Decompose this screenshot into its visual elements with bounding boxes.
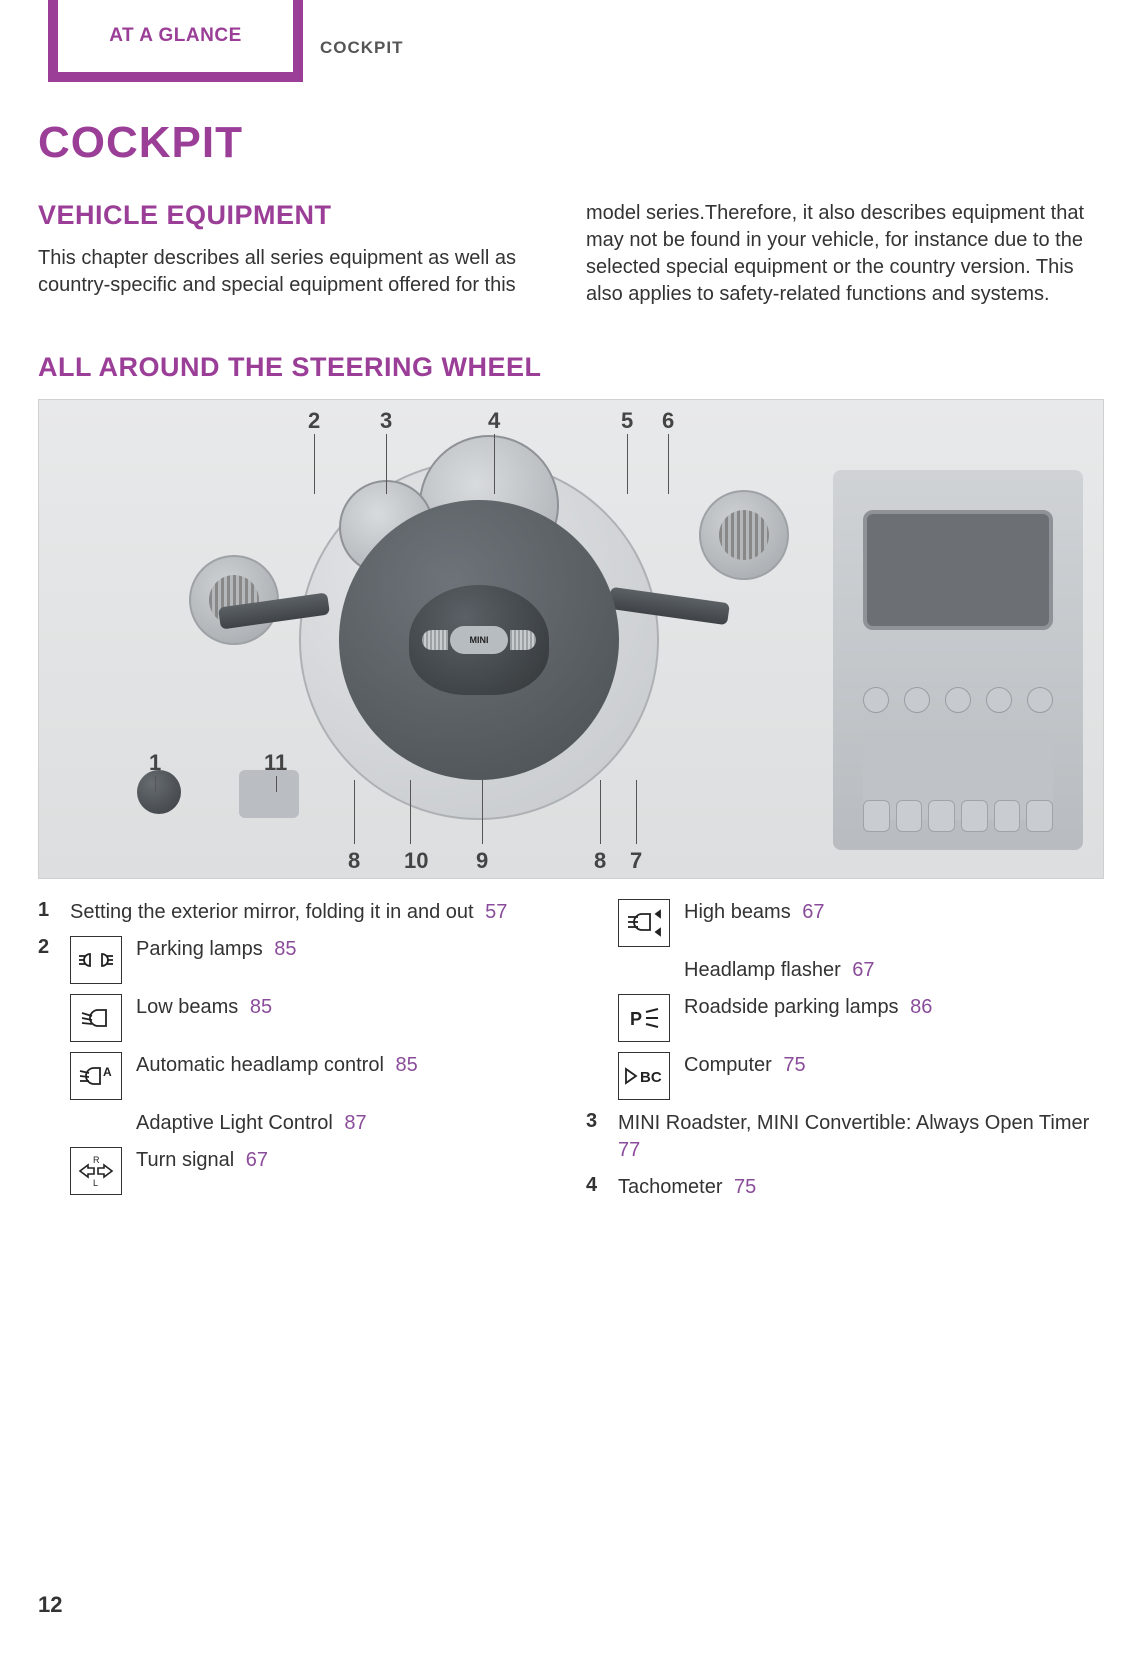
legend-text: MINI Roadster, MINI Convertible: Always … bbox=[618, 1110, 1104, 1164]
legend-text: Roadside parking lamps 86 bbox=[684, 994, 1104, 1021]
page-title: COCKPIT bbox=[38, 118, 243, 168]
svg-text:L: L bbox=[93, 1178, 98, 1188]
page-reference[interactable]: 86 bbox=[905, 996, 933, 1018]
legend-row: BC Computer 75 bbox=[586, 1052, 1104, 1100]
page-reference[interactable]: 57 bbox=[480, 901, 508, 923]
legend-text: Low beams 85 bbox=[136, 994, 556, 1021]
legend-text: Automatic headlamp control 85 bbox=[136, 1052, 556, 1079]
callout-line bbox=[314, 434, 315, 494]
low-beams-icon bbox=[70, 994, 122, 1042]
legend-text: Setting the exterior mirror, folding it … bbox=[70, 899, 556, 926]
page-reference[interactable]: 67 bbox=[847, 959, 875, 981]
legend-right-column: High beams 67 Headlamp flasher 67 P Roadsid… bbox=[586, 899, 1104, 1211]
page-reference[interactable]: 77 bbox=[618, 1139, 640, 1161]
callout-line bbox=[627, 434, 628, 494]
turn-signal-icon: RL bbox=[70, 1147, 122, 1195]
mirror-control-illustration bbox=[137, 770, 181, 814]
legend-row: Adaptive Light Control 87 bbox=[38, 1110, 556, 1137]
callout-number: 2 bbox=[308, 408, 320, 434]
callout-line bbox=[386, 434, 387, 494]
callout-number: 10 bbox=[404, 848, 428, 874]
svg-text:BC: BC bbox=[640, 1069, 662, 1086]
callout-line bbox=[482, 780, 483, 844]
mini-badge-illustration: MINI bbox=[450, 626, 508, 654]
legend-text: Adaptive Light Control 87 bbox=[136, 1110, 556, 1137]
page-reference[interactable]: 85 bbox=[269, 938, 297, 960]
legend-number: 1 bbox=[38, 899, 56, 922]
legend-text: Parking lamps 85 bbox=[136, 936, 556, 963]
callout-number: 4 bbox=[488, 408, 500, 434]
callout-number: 8 bbox=[348, 848, 360, 874]
computer-bc-icon: BC bbox=[618, 1052, 670, 1100]
legend-number: 3 bbox=[586, 1110, 604, 1133]
air-vent-right-illustration bbox=[699, 490, 789, 580]
high-beams-icon bbox=[618, 899, 670, 947]
callout-number: 8 bbox=[594, 848, 606, 874]
callout-line bbox=[600, 780, 601, 844]
button-row-illustration bbox=[863, 800, 1053, 836]
page-reference[interactable]: 67 bbox=[240, 1149, 268, 1171]
center-display-illustration bbox=[863, 510, 1053, 630]
section-heading-steering-wheel: ALL AROUND THE STEERING WHEEL bbox=[38, 352, 1104, 383]
legend-row: 2 Parking lamps 85 bbox=[38, 936, 556, 984]
roadside-parking-icon: P bbox=[618, 994, 670, 1042]
header-tab-label: AT A GLANCE bbox=[109, 25, 242, 47]
header-tab: AT A GLANCE bbox=[48, 0, 303, 82]
section-heading-vehicle-equipment: VEHICLE EQUIPMENT bbox=[38, 200, 556, 231]
callout-number: 5 bbox=[621, 408, 633, 434]
callout-line bbox=[155, 776, 156, 792]
svg-text:P: P bbox=[630, 1009, 642, 1029]
page-reference[interactable]: 75 bbox=[778, 1054, 806, 1076]
ignition-slot-illustration bbox=[239, 770, 299, 818]
legend-row: 1 Setting the exterior mirror, folding it… bbox=[38, 899, 556, 926]
callout-line bbox=[668, 434, 669, 494]
legend-row: A Automatic headlamp control 85 bbox=[38, 1052, 556, 1100]
callout-number: 1 bbox=[149, 750, 161, 776]
main-content: VEHICLE EQUIPMENT This chapter describes… bbox=[38, 200, 1104, 1211]
auto-headlamp-icon: A bbox=[70, 1052, 122, 1100]
legend-left-column: 1 Setting the exterior mirror, folding it… bbox=[38, 899, 556, 1211]
parking-lamps-icon bbox=[70, 936, 122, 984]
vehicle-equipment-section: VEHICLE EQUIPMENT This chapter describes… bbox=[38, 200, 1104, 308]
callout-number: 6 bbox=[662, 408, 674, 434]
page-number: 12 bbox=[38, 1592, 62, 1618]
legend-row: 3 MINI Roadster, MINI Convertible: Always… bbox=[586, 1110, 1104, 1164]
callout-number: 7 bbox=[630, 848, 642, 874]
svg-text:R: R bbox=[93, 1155, 100, 1165]
callout-line bbox=[276, 776, 277, 792]
callout-line bbox=[494, 434, 495, 494]
legend: 1 Setting the exterior mirror, folding it… bbox=[38, 899, 1104, 1211]
legend-row: 4 Tachometer 75 bbox=[586, 1174, 1104, 1201]
legend-row: High beams 67 bbox=[586, 899, 1104, 947]
callout-number: 11 bbox=[264, 750, 287, 776]
legend-text: Computer 75 bbox=[684, 1052, 1104, 1079]
steering-hub-illustration: MINI bbox=[409, 585, 549, 695]
breadcrumb: COCKPIT bbox=[320, 38, 404, 58]
steering-wheel-diagram: MINI 23456810987111 bbox=[38, 399, 1104, 879]
legend-text: Turn signal 67 bbox=[136, 1147, 556, 1174]
legend-number: 4 bbox=[586, 1174, 604, 1197]
radio-knobs-illustration bbox=[863, 680, 1053, 720]
legend-row: RLTurn signal 67 bbox=[38, 1147, 556, 1195]
callout-line bbox=[354, 780, 355, 844]
legend-row: P Roadside parking lamps 86 bbox=[586, 994, 1104, 1042]
svg-text:A: A bbox=[103, 1065, 112, 1079]
legend-row: Low beams 85 bbox=[38, 994, 556, 1042]
legend-text: Headlamp flasher 67 bbox=[684, 957, 1104, 984]
legend-number: 2 bbox=[38, 936, 56, 959]
callout-number: 3 bbox=[380, 408, 392, 434]
page-reference[interactable]: 75 bbox=[729, 1176, 757, 1198]
center-console-illustration bbox=[833, 470, 1083, 850]
page-reference[interactable]: 85 bbox=[390, 1054, 418, 1076]
callout-line bbox=[636, 780, 637, 844]
page-reference[interactable]: 67 bbox=[797, 901, 825, 923]
callout-line bbox=[410, 780, 411, 844]
page-reference[interactable]: 87 bbox=[339, 1112, 367, 1134]
callout-number: 9 bbox=[476, 848, 488, 874]
legend-text: Tachometer 75 bbox=[618, 1174, 1104, 1201]
legend-text: High beams 67 bbox=[684, 899, 1104, 926]
page-reference[interactable]: 85 bbox=[244, 996, 272, 1018]
legend-row: Headlamp flasher 67 bbox=[586, 957, 1104, 984]
